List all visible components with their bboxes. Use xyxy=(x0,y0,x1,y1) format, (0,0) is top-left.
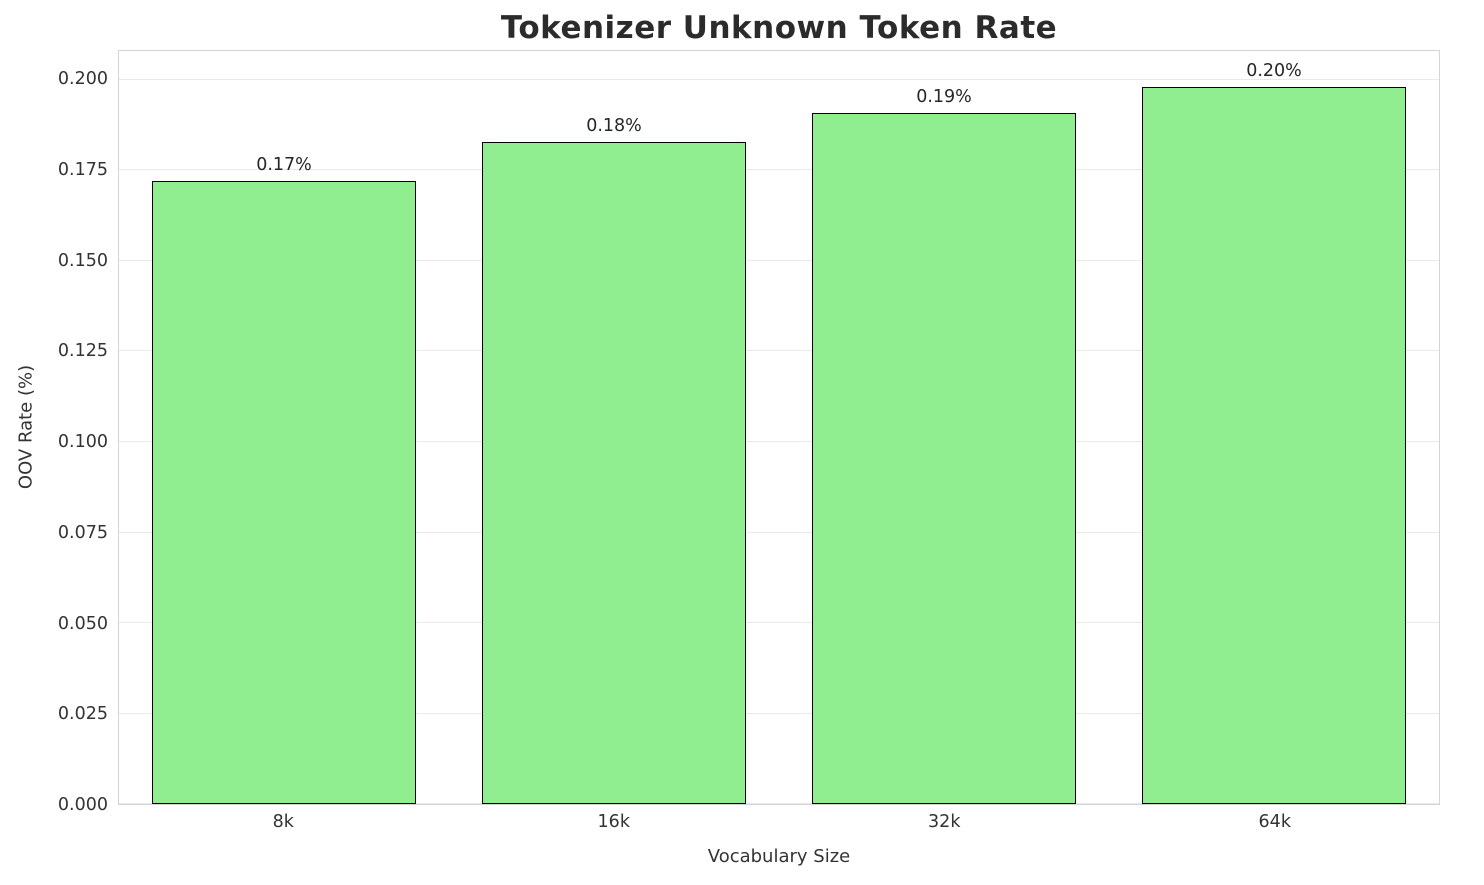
bar-value-label: 0.18% xyxy=(586,115,642,136)
y-axis-tick-labels: 0.000 0.025 0.050 0.075 0.100 0.125 0.150 0.175… xyxy=(0,50,108,815)
gridline xyxy=(119,350,1439,352)
y-tick-label: 0.150 xyxy=(57,250,108,271)
y-tick-label: 0.175 xyxy=(57,159,108,180)
bar-value-label: 0.20% xyxy=(1246,61,1302,82)
y-tick-label: 0.100 xyxy=(57,432,108,453)
x-tick-label: 64k xyxy=(1258,812,1291,832)
gridline xyxy=(119,78,1439,80)
bar xyxy=(152,181,416,804)
y-tick-label: 0.000 xyxy=(57,795,108,815)
y-tick-label: 0.050 xyxy=(57,613,108,634)
x-tick-label: 32k xyxy=(928,812,961,832)
gridline xyxy=(119,169,1439,171)
chart-title: Tokenizer Unknown Token Rate xyxy=(500,10,1058,46)
y-tick-label: 0.075 xyxy=(57,522,108,543)
bar xyxy=(1142,87,1406,804)
bar xyxy=(482,141,746,804)
x-tick-label: 8k xyxy=(272,812,294,832)
y-tick-label: 0.125 xyxy=(57,341,108,362)
y-tick-label: 0.200 xyxy=(57,69,108,90)
gridline xyxy=(119,712,1439,714)
gridline xyxy=(119,440,1439,442)
gridline xyxy=(119,622,1439,623)
bar-value-label: 0.19% xyxy=(916,86,972,107)
bar-value-label: 0.17% xyxy=(256,155,312,176)
plot-area: 0.17% 0.18% 0.19% 0.20% xyxy=(118,50,1440,805)
gridline xyxy=(119,259,1439,261)
bar xyxy=(812,112,1076,804)
x-axis-label: Vocabulary Size xyxy=(707,846,851,867)
x-axis-tick-labels: 8k 16k 32k 64k xyxy=(118,812,1440,836)
y-tick-label: 0.025 xyxy=(57,704,108,725)
x-tick-label: 16k xyxy=(597,812,630,832)
gridline xyxy=(119,531,1439,533)
gridline xyxy=(119,803,1439,804)
